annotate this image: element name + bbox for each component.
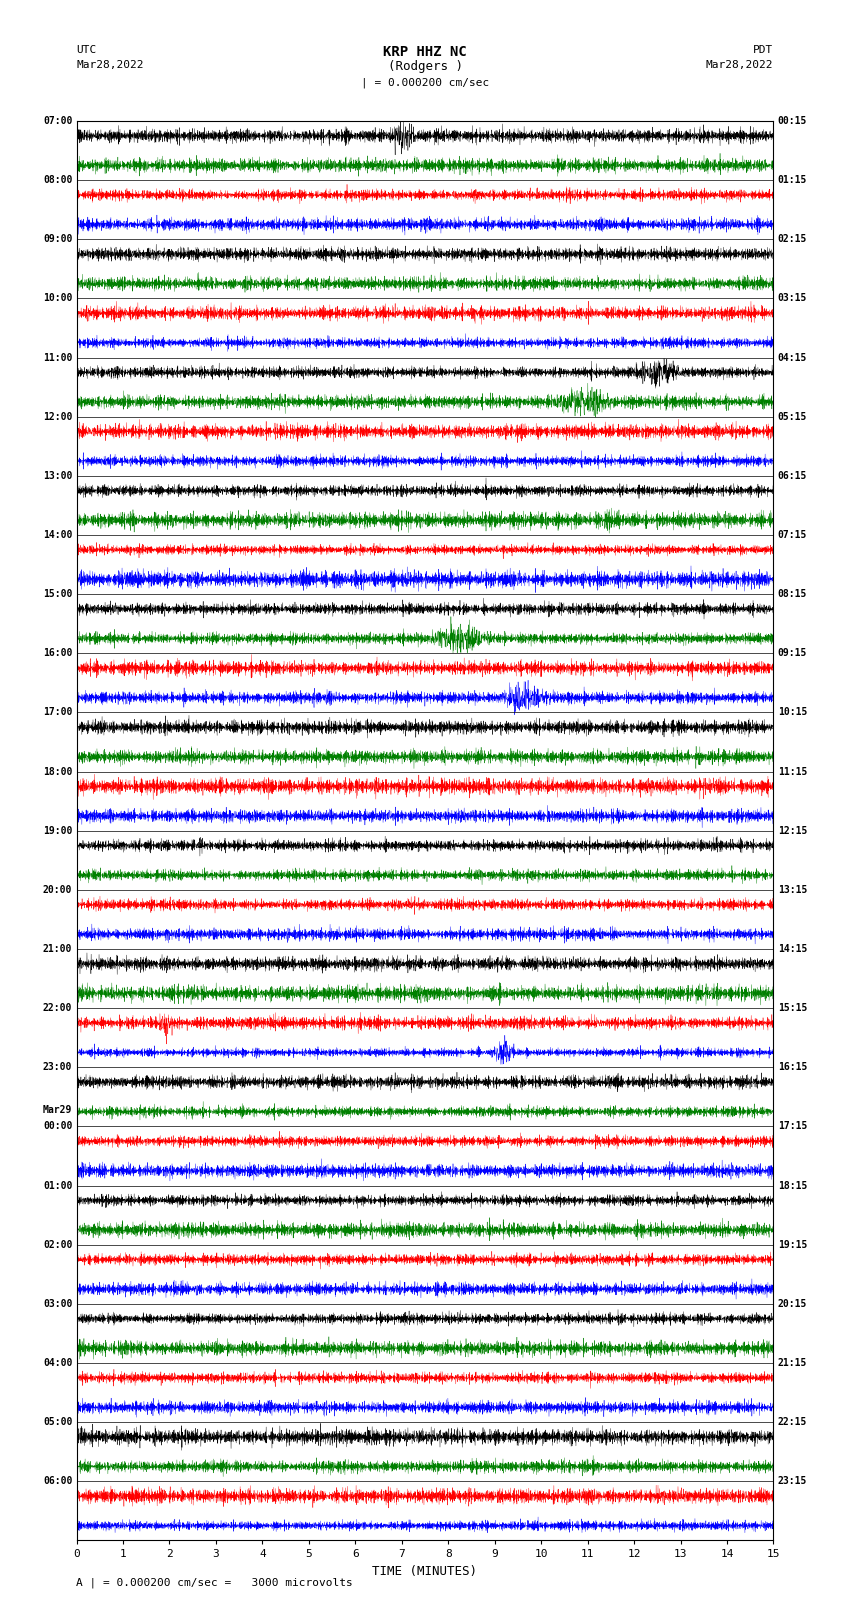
Text: 23:15: 23:15: [778, 1476, 807, 1486]
Text: 11:15: 11:15: [778, 766, 807, 776]
Text: 06:00: 06:00: [42, 1476, 72, 1486]
Text: | = 0.000200 cm/sec: | = 0.000200 cm/sec: [361, 77, 489, 89]
Text: 09:00: 09:00: [42, 234, 72, 244]
Text: 23:00: 23:00: [42, 1063, 72, 1073]
Text: KRP HHZ NC: KRP HHZ NC: [383, 45, 467, 60]
Text: Mar28,2022: Mar28,2022: [76, 60, 144, 69]
Text: 10:00: 10:00: [42, 294, 72, 303]
Text: 16:15: 16:15: [778, 1063, 807, 1073]
Text: 17:00: 17:00: [42, 708, 72, 718]
Text: 02:00: 02:00: [42, 1240, 72, 1250]
Text: PDT: PDT: [753, 45, 774, 55]
Text: 12:15: 12:15: [778, 826, 807, 836]
Text: Mar29: Mar29: [42, 1105, 72, 1115]
Text: 13:00: 13:00: [42, 471, 72, 481]
Text: 20:00: 20:00: [42, 886, 72, 895]
Text: 22:00: 22:00: [42, 1003, 72, 1013]
Text: 03:00: 03:00: [42, 1298, 72, 1308]
Text: 09:15: 09:15: [778, 648, 807, 658]
Text: 04:15: 04:15: [778, 353, 807, 363]
Text: 17:15: 17:15: [778, 1121, 807, 1131]
Text: 20:15: 20:15: [778, 1298, 807, 1308]
Text: 18:00: 18:00: [42, 766, 72, 776]
Text: 21:15: 21:15: [778, 1358, 807, 1368]
Text: 08:00: 08:00: [42, 176, 72, 185]
Text: 01:15: 01:15: [778, 176, 807, 185]
Text: A | = 0.000200 cm/sec =   3000 microvolts: A | = 0.000200 cm/sec = 3000 microvolts: [76, 1578, 354, 1589]
Text: 00:15: 00:15: [778, 116, 807, 126]
Text: 12:00: 12:00: [42, 411, 72, 421]
Text: 21:00: 21:00: [42, 944, 72, 953]
Text: 07:00: 07:00: [42, 116, 72, 126]
Text: 14:15: 14:15: [778, 944, 807, 953]
Text: Mar28,2022: Mar28,2022: [706, 60, 774, 69]
Text: 01:00: 01:00: [42, 1181, 72, 1190]
Text: 04:00: 04:00: [42, 1358, 72, 1368]
Text: UTC: UTC: [76, 45, 97, 55]
Text: 06:15: 06:15: [778, 471, 807, 481]
Text: 19:15: 19:15: [778, 1240, 807, 1250]
Text: 11:00: 11:00: [42, 353, 72, 363]
Text: 05:00: 05:00: [42, 1418, 72, 1428]
X-axis label: TIME (MINUTES): TIME (MINUTES): [372, 1565, 478, 1578]
Text: 02:15: 02:15: [778, 234, 807, 244]
Text: 22:15: 22:15: [778, 1418, 807, 1428]
Text: 16:00: 16:00: [42, 648, 72, 658]
Text: 10:15: 10:15: [778, 708, 807, 718]
Text: 08:15: 08:15: [778, 589, 807, 598]
Text: (Rodgers ): (Rodgers ): [388, 60, 462, 73]
Text: 03:15: 03:15: [778, 294, 807, 303]
Text: 00:00: 00:00: [42, 1121, 72, 1131]
Text: 19:00: 19:00: [42, 826, 72, 836]
Text: 05:15: 05:15: [778, 411, 807, 421]
Text: 15:00: 15:00: [42, 589, 72, 598]
Text: 07:15: 07:15: [778, 531, 807, 540]
Text: 18:15: 18:15: [778, 1181, 807, 1190]
Text: 15:15: 15:15: [778, 1003, 807, 1013]
Text: 14:00: 14:00: [42, 531, 72, 540]
Text: 13:15: 13:15: [778, 886, 807, 895]
